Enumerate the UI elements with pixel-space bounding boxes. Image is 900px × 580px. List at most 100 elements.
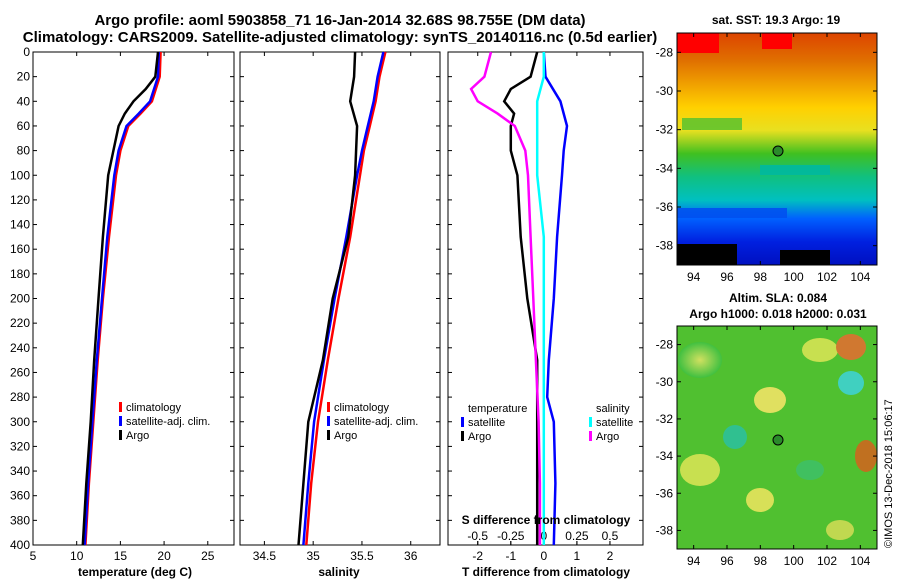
- difference-x-label: T difference from climatology: [462, 565, 630, 579]
- map-y-tick-label: -34: [656, 161, 674, 175]
- legend-temperature-heading: temperature: [468, 403, 527, 415]
- series-line-salinity-satellite: [535, 52, 546, 545]
- top-x-tick-label: 0.5: [602, 529, 619, 543]
- series-line-argo: [297, 51, 359, 546]
- sst-map: sat. SST: 19.3 Argo: 19: [676, 13, 878, 266]
- sst-map-title: sat. SST: 19.3 Argo: 19: [712, 13, 841, 27]
- salinity-x-label: salinity: [318, 565, 360, 579]
- credit-text: ©IMOS 13-Dec-2018 15:06:17: [883, 399, 895, 548]
- y-tick-label: 60: [17, 119, 31, 133]
- y-tick-label: 260: [10, 365, 30, 379]
- legend-argo: Argo: [334, 430, 357, 442]
- series-line-climatology: [305, 51, 387, 546]
- legend-temperature-satellite: satellite: [468, 417, 505, 429]
- sla-map-axes: -28 -30 -32 -34 -36 -38 94 96 98 100 102 104: [656, 326, 877, 568]
- x-tick-label: 2: [607, 549, 614, 563]
- map-x-tick-label: 94: [687, 554, 701, 568]
- y-tick-label: 380: [10, 513, 30, 527]
- map-x-tick-label: 102: [817, 270, 837, 284]
- y-tick-label: 140: [10, 218, 30, 232]
- axes-frame: [447, 51, 644, 546]
- top-x-tick-label: -0.5: [467, 529, 488, 543]
- chart-title-line-2: Climatology: CARS2009. Satellite-adjuste…: [22, 29, 658, 46]
- map-y-tick-label: -34: [656, 449, 674, 463]
- legend-satellite: satellite-adj. clim.: [126, 416, 210, 428]
- sla-map: Altim. SLA: 0.084 Argo h1000: 0.018 h200…: [676, 291, 878, 550]
- salinity-panel: 34.5 35 35.5 36: [239, 51, 441, 563]
- legend-salinity-argo: Argo: [596, 431, 619, 443]
- sst-map-axes: -28 -30 -32 -34 -36 -38 94 96 98 100 102 104: [656, 33, 877, 284]
- map-x-tick-label: 98: [754, 554, 768, 568]
- y-tick-label: 300: [10, 415, 30, 429]
- salinity-legend: climatology satellite-adj. clim. Argo: [327, 402, 418, 442]
- y-tick-label: 280: [10, 390, 30, 404]
- top-x-tick-label: -0.25: [497, 529, 525, 543]
- y-tick-label: 20: [17, 70, 31, 84]
- y-tick-label: 400: [10, 538, 30, 552]
- y-tick-label: 200: [10, 292, 30, 306]
- y-tick-label: 160: [10, 242, 30, 256]
- x-tick-label: 10: [70, 549, 84, 563]
- map-y-tick-label: -32: [656, 123, 674, 137]
- temperature-x-label: temperature (deg C): [78, 565, 192, 579]
- top-x-tick-label: 0.25: [565, 529, 589, 543]
- difference-legend: temperature satellite Argo salinity sate…: [461, 403, 633, 443]
- x-tick-label: -2: [472, 549, 483, 563]
- x-tick-label: 0: [541, 549, 548, 563]
- map-y-tick-label: -28: [656, 338, 674, 352]
- sla-title-line-2: Argo h1000: 0.018 h2000: 0.031: [689, 307, 867, 321]
- series-line-salinity-argo: [469, 51, 542, 545]
- x-tick-label: 20: [157, 549, 171, 563]
- map-y-tick-label: -32: [656, 412, 674, 426]
- x-tick-label: 35.5: [350, 549, 374, 563]
- y-tick-label: 0: [23, 45, 30, 59]
- axes-frame: [239, 51, 441, 546]
- series-line-temperature-satellite: [542, 51, 569, 546]
- legend-temperature-argo: Argo: [468, 431, 491, 443]
- x-tick-label: 35: [306, 549, 320, 563]
- x-tick-label: 1: [574, 549, 581, 563]
- map-y-tick-label: -28: [656, 45, 674, 59]
- map-x-tick-label: 100: [784, 554, 804, 568]
- temperature-legend: climatology satellite-adj. clim. Argo: [119, 402, 210, 442]
- x-tick-label: 36: [404, 549, 418, 563]
- difference-panel: -2 -1 0 1 2-0.5 -0.25 0 0.25 0.5: [447, 51, 644, 563]
- y-tick-label: 120: [10, 193, 30, 207]
- sla-argo-location-marker: [772, 434, 784, 446]
- x-tick-label: -1: [505, 549, 516, 563]
- legend-climatology: climatology: [334, 402, 390, 414]
- map-y-tick-label: -30: [656, 84, 674, 98]
- temperature-panel: 0 20 40 60 80 100 120 140 160 180 200 220 240 260 280 3…: [10, 45, 235, 563]
- y-tick-label: 40: [17, 94, 31, 108]
- map-y-tick-label: -36: [656, 200, 674, 214]
- legend-satellite: satellite-adj. clim.: [334, 416, 418, 428]
- axes-frame: [32, 51, 235, 546]
- map-x-tick-label: 94: [687, 270, 701, 284]
- y-tick-label: 340: [10, 464, 30, 478]
- series-line-argo: [81, 51, 160, 546]
- y-tick-label: 240: [10, 341, 30, 355]
- sst-argo-location-marker: [772, 145, 784, 157]
- x-tick-label: 34.5: [253, 549, 277, 563]
- y-tick-label: 180: [10, 267, 30, 281]
- map-x-tick-label: 104: [850, 554, 870, 568]
- x-tick-label: 5: [30, 549, 37, 563]
- legend-salinity-heading: salinity: [596, 403, 630, 415]
- difference-top-x-label: S difference from climatology: [462, 513, 631, 527]
- legend-climatology: climatology: [126, 402, 182, 414]
- map-x-tick-label: 98: [754, 270, 768, 284]
- map-x-tick-label: 102: [817, 554, 837, 568]
- legend-argo: Argo: [126, 430, 149, 442]
- chart-title-line-1: Argo profile: aoml 5903858_71 16-Jan-201…: [94, 12, 586, 29]
- sla-title-line-1: Altim. SLA: 0.084: [729, 291, 827, 305]
- map-y-tick-label: -30: [656, 375, 674, 389]
- y-tick-label: 360: [10, 489, 30, 503]
- map-y-tick-label: -36: [656, 486, 674, 500]
- x-tick-label: 15: [114, 549, 128, 563]
- map-x-tick-label: 96: [720, 554, 734, 568]
- map-y-tick-label: -38: [656, 523, 674, 537]
- y-tick-label: 320: [10, 439, 30, 453]
- map-y-tick-label: -38: [656, 239, 674, 253]
- legend-salinity-satellite: satellite: [596, 417, 633, 429]
